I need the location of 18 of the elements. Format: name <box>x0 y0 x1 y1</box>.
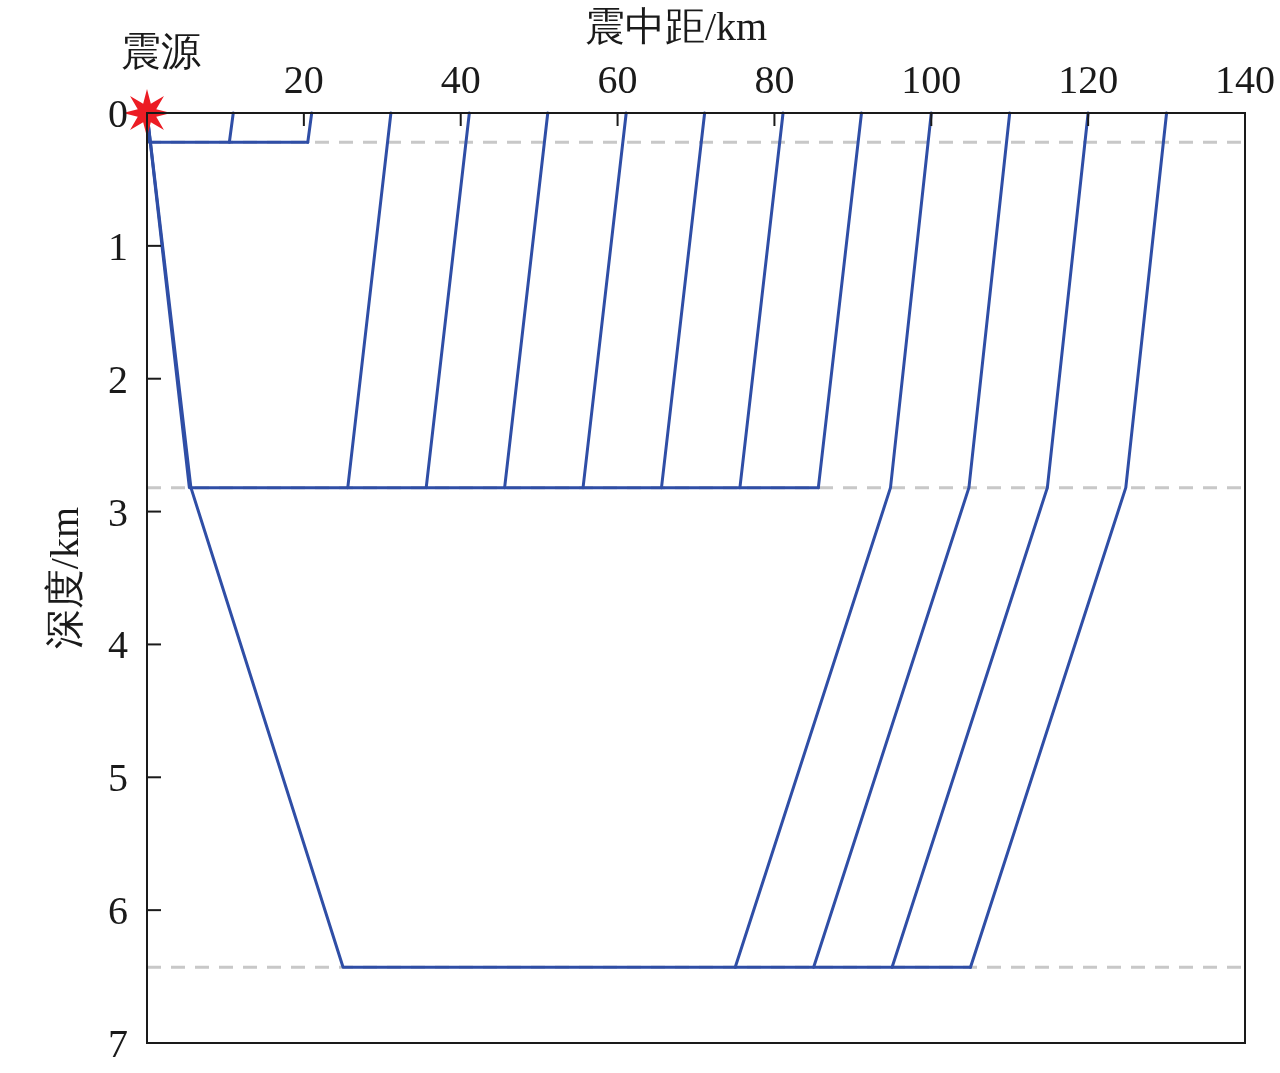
y-tick-label: 5 <box>108 755 128 801</box>
x-tick-label: 80 <box>754 57 795 102</box>
x-tick-label: 120 <box>1058 57 1119 102</box>
x-tick-label: 100 <box>901 57 962 102</box>
x-tick-label: 40 <box>440 57 481 102</box>
x-tick-label: 140 <box>1215 57 1275 102</box>
annotation: 震源 <box>121 29 201 74</box>
x-tick-label: 20 <box>283 57 324 102</box>
y-tick-label: 6 <box>108 888 128 934</box>
x-axis-title: 震中距/km <box>584 4 768 49</box>
y-tick-label: 7 <box>108 1021 128 1066</box>
y-tick-label: 2 <box>108 356 128 402</box>
y-axis-title: 深度/km <box>42 506 87 650</box>
y-tick-label: 4 <box>108 622 128 668</box>
y-tick-label: 3 <box>108 489 128 535</box>
x-tick-label: 60 <box>597 57 638 102</box>
y-tick-label: 0 <box>108 91 128 136</box>
y-tick-label: 1 <box>108 223 128 269</box>
